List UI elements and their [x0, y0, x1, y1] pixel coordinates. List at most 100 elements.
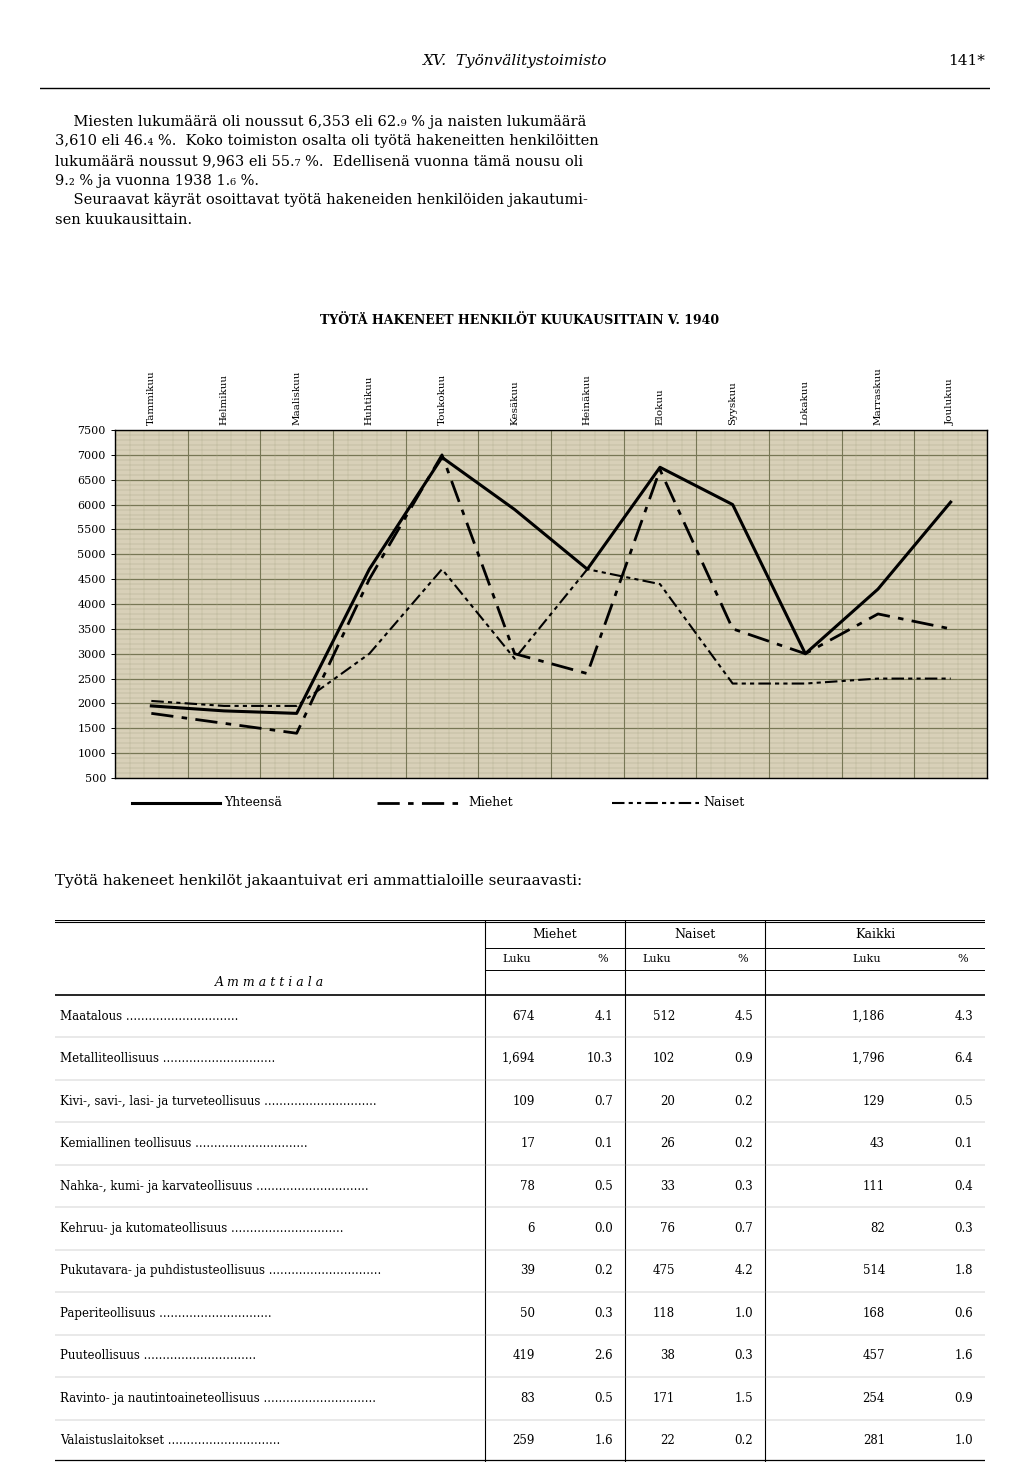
Text: 17: 17 — [520, 1137, 535, 1151]
Text: 0.7: 0.7 — [734, 1222, 753, 1235]
Text: 82: 82 — [870, 1222, 885, 1235]
Text: %: % — [957, 954, 969, 964]
Text: 0.5: 0.5 — [594, 1180, 613, 1192]
Text: 6.4: 6.4 — [954, 1052, 973, 1065]
Text: 83: 83 — [520, 1392, 535, 1405]
Text: 1,186: 1,186 — [852, 1010, 885, 1022]
Text: Valaistuslaitokset ..............................: Valaistuslaitokset .....................… — [60, 1435, 281, 1448]
Text: 1,694: 1,694 — [502, 1052, 535, 1065]
Text: Marraskuu: Marraskuu — [873, 367, 883, 424]
Text: 4.2: 4.2 — [734, 1265, 753, 1278]
Text: 475: 475 — [652, 1265, 675, 1278]
Text: Lokakuu: Lokakuu — [801, 380, 810, 424]
Text: Miehet: Miehet — [468, 796, 513, 809]
Text: Elokuu: Elokuu — [655, 389, 665, 424]
Text: 4.1: 4.1 — [594, 1010, 613, 1022]
Text: 674: 674 — [512, 1010, 535, 1022]
Text: 1.0: 1.0 — [734, 1307, 753, 1319]
Text: Maaliskuu: Maaliskuu — [292, 371, 301, 424]
Text: 4.3: 4.3 — [954, 1010, 973, 1022]
Text: Miesten lukumäärä oli noussut 6,353 eli 62.₉ % ja naisten lukumäärä
3,610 eli 46: Miesten lukumäärä oli noussut 6,353 eli … — [55, 115, 599, 226]
Text: Naiset: Naiset — [675, 927, 716, 941]
Text: Ravinto- ja nautintoaineteollisuus ..............................: Ravinto- ja nautintoaineteollisuus .....… — [60, 1392, 376, 1405]
Text: Työtä hakeneet henkilöt jakaantuivat eri ammattialoille seuraavasti:: Työtä hakeneet henkilöt jakaantuivat eri… — [55, 874, 583, 887]
Text: 254: 254 — [862, 1392, 885, 1405]
Text: Nahka-, kumi- ja karvateollisuus ..............................: Nahka-, kumi- ja karvateollisuus .......… — [60, 1180, 369, 1192]
Text: Pukutavara- ja puhdistusteollisuus ..............................: Pukutavara- ja puhdistusteollisuus .....… — [60, 1265, 381, 1278]
Text: Huhtikuu: Huhtikuu — [365, 376, 374, 424]
Text: Luku: Luku — [503, 954, 531, 964]
Text: TYÖTÄ HAKENEET HENKILÖT KUUKAUSITTAIN V. 1940: TYÖTÄ HAKENEET HENKILÖT KUUKAUSITTAIN V.… — [321, 314, 720, 327]
Text: 0.5: 0.5 — [954, 1094, 973, 1108]
Text: 6: 6 — [527, 1222, 535, 1235]
Text: 1.5: 1.5 — [734, 1392, 753, 1405]
Text: 141*: 141* — [948, 53, 985, 68]
Text: 0.2: 0.2 — [734, 1435, 753, 1448]
Text: 0.0: 0.0 — [594, 1222, 613, 1235]
Text: Maatalous ..............................: Maatalous .............................. — [60, 1010, 239, 1022]
Text: 0.1: 0.1 — [594, 1137, 613, 1151]
Text: 0.3: 0.3 — [954, 1222, 973, 1235]
Text: 102: 102 — [652, 1052, 675, 1065]
Text: 22: 22 — [660, 1435, 675, 1448]
Text: 1.8: 1.8 — [954, 1265, 973, 1278]
Text: Miehet: Miehet — [532, 927, 578, 941]
Text: Luku: Luku — [643, 954, 672, 964]
Text: Tammikuu: Tammikuu — [146, 370, 156, 424]
Text: Syyskuu: Syyskuu — [728, 382, 737, 424]
Text: 171: 171 — [652, 1392, 675, 1405]
Text: Kesäkuu: Kesäkuu — [510, 380, 519, 424]
Text: 20: 20 — [660, 1094, 675, 1108]
Text: 129: 129 — [863, 1094, 885, 1108]
Text: 33: 33 — [660, 1180, 675, 1192]
Text: 0.1: 0.1 — [954, 1137, 973, 1151]
Text: 0.9: 0.9 — [954, 1392, 973, 1405]
Text: 0.6: 0.6 — [954, 1307, 973, 1319]
Text: 0.3: 0.3 — [734, 1180, 753, 1192]
Text: 457: 457 — [862, 1349, 885, 1362]
Text: 50: 50 — [520, 1307, 535, 1319]
Text: Joulukuu: Joulukuu — [946, 379, 955, 424]
Text: 111: 111 — [863, 1180, 885, 1192]
Text: 109: 109 — [513, 1094, 535, 1108]
Text: A m m a t t i a l a: A m m a t t i a l a — [215, 976, 325, 988]
Text: Metalliteollisuus ..............................: Metalliteollisuus ......................… — [60, 1052, 275, 1065]
Text: Kaikki: Kaikki — [855, 927, 895, 941]
Text: 259: 259 — [513, 1435, 535, 1448]
Text: Kivi-, savi-, lasi- ja turveteollisuus ..............................: Kivi-, savi-, lasi- ja turveteollisuus .… — [60, 1094, 377, 1108]
Text: Paperiteollisuus ..............................: Paperiteollisuus .......................… — [60, 1307, 271, 1319]
Text: 281: 281 — [863, 1435, 885, 1448]
Text: Naiset: Naiset — [703, 796, 744, 809]
Text: 2.6: 2.6 — [594, 1349, 613, 1362]
Text: 0.2: 0.2 — [734, 1094, 753, 1108]
Text: 0.2: 0.2 — [594, 1265, 613, 1278]
Text: Helmikuu: Helmikuu — [219, 374, 228, 424]
Text: %: % — [737, 954, 749, 964]
Text: 0.7: 0.7 — [594, 1094, 613, 1108]
Text: 1.0: 1.0 — [954, 1435, 973, 1448]
Text: Yhteensä: Yhteensä — [224, 796, 282, 809]
Text: %: % — [598, 954, 608, 964]
Text: Luku: Luku — [853, 954, 882, 964]
Text: 514: 514 — [862, 1265, 885, 1278]
Text: 0.3: 0.3 — [734, 1349, 753, 1362]
Text: 118: 118 — [653, 1307, 675, 1319]
Text: 0.9: 0.9 — [734, 1052, 753, 1065]
Text: 419: 419 — [513, 1349, 535, 1362]
Text: 1.6: 1.6 — [594, 1435, 613, 1448]
Text: 0.3: 0.3 — [594, 1307, 613, 1319]
Text: Puuteollisuus ..............................: Puuteollisuus ..........................… — [60, 1349, 256, 1362]
Text: 1,796: 1,796 — [851, 1052, 885, 1065]
Text: 4.5: 4.5 — [734, 1010, 753, 1022]
Text: XV.  Työnvälitystoimisto: XV. Työnvälitystoimisto — [423, 53, 607, 68]
Text: 0.5: 0.5 — [594, 1392, 613, 1405]
Text: 38: 38 — [660, 1349, 675, 1362]
Text: 0.2: 0.2 — [734, 1137, 753, 1151]
Text: 78: 78 — [520, 1180, 535, 1192]
Text: 512: 512 — [652, 1010, 675, 1022]
Text: Kemiallinen teollisuus ..............................: Kemiallinen teollisuus .................… — [60, 1137, 307, 1151]
Text: 10.3: 10.3 — [587, 1052, 613, 1065]
Text: 1.6: 1.6 — [954, 1349, 973, 1362]
Text: 76: 76 — [660, 1222, 675, 1235]
Text: Heinäkuu: Heinäkuu — [583, 374, 592, 424]
